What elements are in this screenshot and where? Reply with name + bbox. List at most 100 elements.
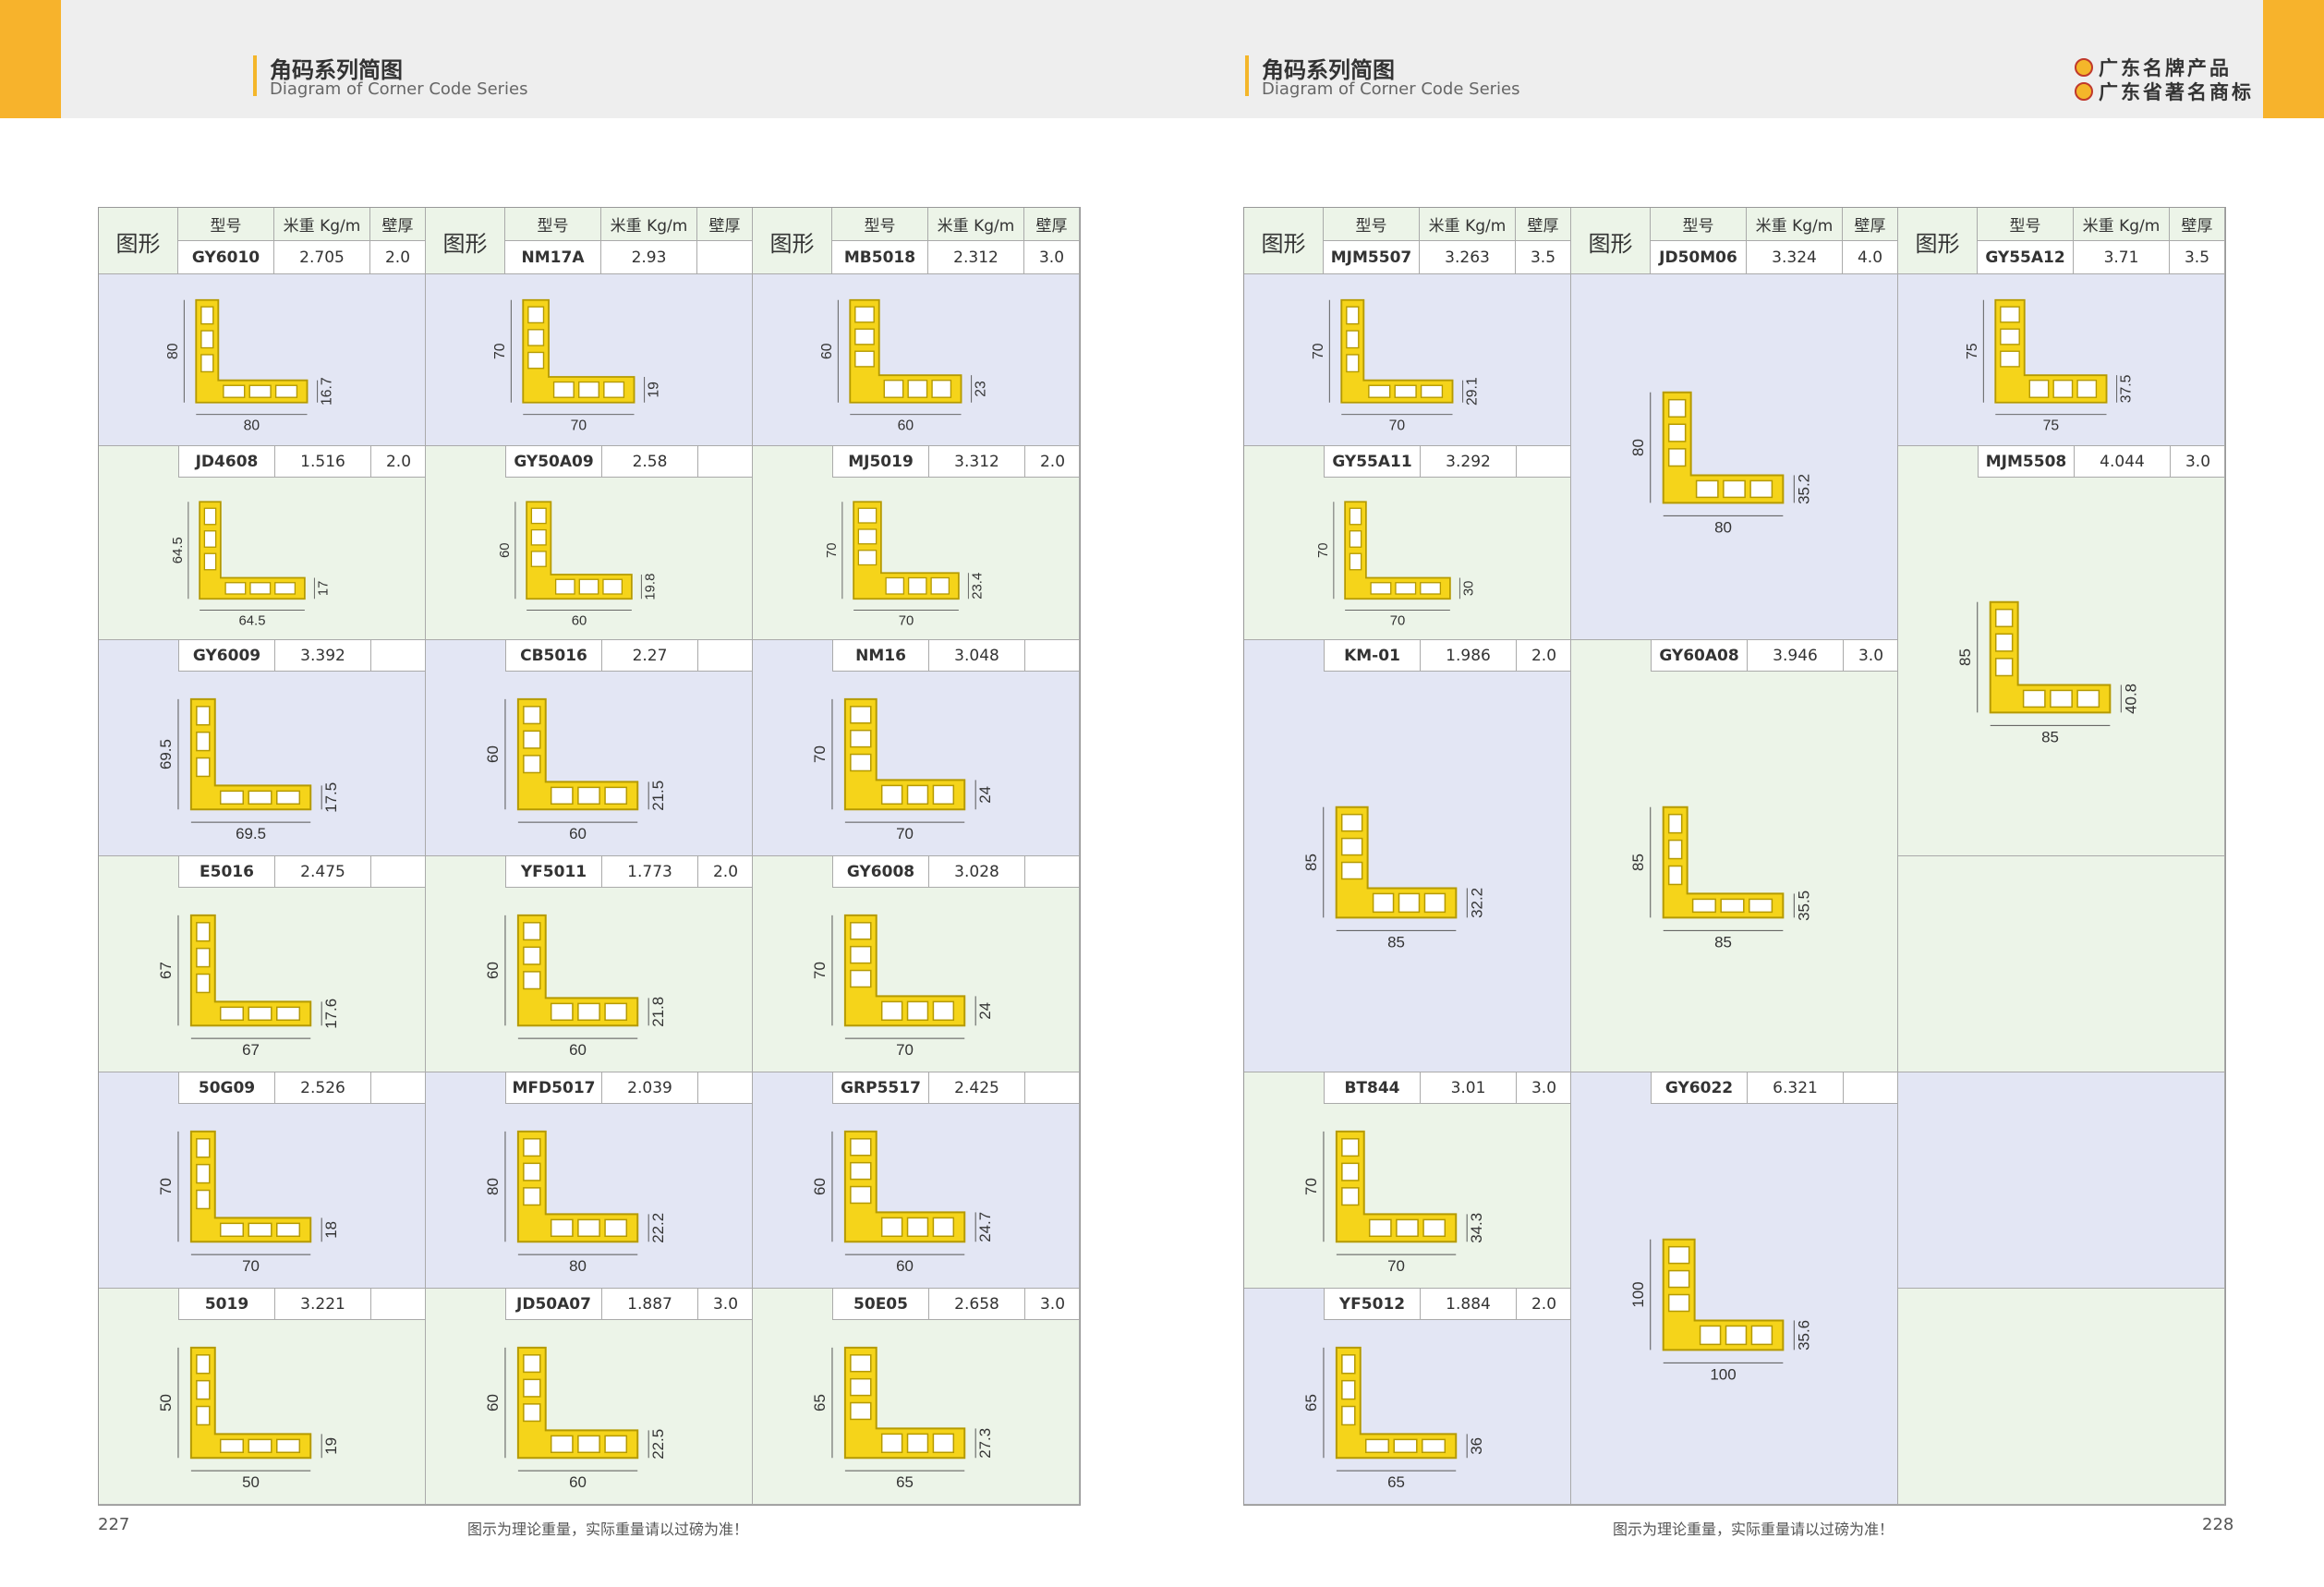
profile-shape bbox=[1994, 298, 2108, 404]
profile-chamber bbox=[530, 507, 547, 525]
thickness-label: 壁厚 bbox=[370, 208, 425, 241]
leg-dim-label: 16.7 bbox=[319, 377, 334, 406]
profile-chamber bbox=[219, 790, 245, 806]
thickness-value bbox=[1025, 640, 1079, 671]
shape-label: 图形 bbox=[99, 208, 178, 273]
profile-cell: MJM5508 4.044 3.0 85 85 40.8 bbox=[1898, 446, 2225, 856]
profile-cell: JD4608 1.516 2.0 64.5 64.5 17 bbox=[99, 446, 426, 640]
profile-chamber bbox=[604, 786, 628, 806]
thickness-value: 4.0 bbox=[1843, 241, 1897, 273]
profile-chamber bbox=[1420, 384, 1444, 398]
profile-chamber bbox=[530, 551, 547, 567]
profile-spec-row: JD50A07 1.887 3.0 bbox=[505, 1289, 752, 1320]
profile-chamber bbox=[2076, 689, 2100, 709]
profile-chamber bbox=[932, 1000, 955, 1022]
leg-dim-label: 24 bbox=[976, 1002, 994, 1020]
profile-chamber bbox=[1749, 898, 1773, 914]
model-value: MJM5508 bbox=[1979, 446, 2075, 477]
leg-dim-label: 24 bbox=[976, 786, 994, 804]
height-dim-label: 60 bbox=[484, 962, 502, 979]
profile-chamber bbox=[523, 1162, 541, 1181]
model-value: NM17A bbox=[505, 241, 601, 273]
weight-value: 3.263 bbox=[1420, 241, 1516, 273]
thickness-value bbox=[371, 640, 425, 671]
leg-dim-label: 24.7 bbox=[976, 1212, 994, 1242]
height-dim-label: 70 bbox=[811, 745, 829, 763]
leg-dim-label: 18 bbox=[322, 1221, 340, 1239]
profile-chamber bbox=[219, 1006, 245, 1022]
width-dim-label: 70 bbox=[571, 418, 587, 433]
profile-cell: MFD5017 2.039 80 80 22.2 bbox=[426, 1072, 753, 1289]
weight-value: 4.044 bbox=[2075, 446, 2171, 477]
profile-chamber bbox=[196, 1405, 211, 1426]
profile-chamber bbox=[1994, 633, 2014, 652]
profile-chamber bbox=[203, 507, 217, 526]
leg-dim-label: 17.6 bbox=[322, 999, 340, 1029]
model-value: MJ5019 bbox=[833, 446, 929, 477]
thickness-value: 2.0 bbox=[1025, 446, 1079, 477]
model-value: JD4608 bbox=[179, 446, 275, 477]
profile-chamber bbox=[2076, 380, 2098, 398]
profile-chamber bbox=[1341, 1379, 1356, 1400]
profile-chamber bbox=[880, 1000, 903, 1022]
profile-diagram: 70 70 34.3 bbox=[1244, 1104, 1570, 1288]
height-dim-label: 70 bbox=[1311, 343, 1326, 359]
profile-shape bbox=[516, 1346, 639, 1460]
width-dim-label: 70 bbox=[899, 613, 914, 628]
profile-chamber bbox=[850, 753, 872, 772]
profile-chamber bbox=[552, 381, 575, 398]
left-profile-table: 图形 型号 米重 Kg/m 壁厚 GY6010 2.705 2.0 图形 型号 米重 Kg/m 壁厚… bbox=[98, 207, 1081, 1506]
profile-chamber bbox=[932, 1433, 955, 1454]
weight-value: 1.986 bbox=[1421, 640, 1517, 671]
height-dim-label: 100 bbox=[1629, 1281, 1647, 1307]
profile-spec-row: JD4608 1.516 2.0 bbox=[178, 446, 425, 478]
profile-spec-row: GY6022 6.321 bbox=[1651, 1072, 1897, 1104]
profile-cell: YF5012 1.884 2.0 65 65 36 bbox=[1244, 1289, 1571, 1505]
profile-chamber bbox=[203, 530, 217, 548]
thickness-value bbox=[697, 241, 752, 273]
thickness-value bbox=[1844, 1072, 1897, 1103]
profile-chamber bbox=[248, 790, 272, 806]
thickness-value: 2.0 bbox=[698, 856, 752, 887]
profile-chamber bbox=[2028, 380, 2050, 398]
profile-chamber bbox=[578, 381, 599, 398]
model-label: 型号 bbox=[1978, 208, 2074, 241]
profile-chamber bbox=[577, 786, 600, 806]
profile-diagram: 60 60 23 bbox=[753, 274, 1079, 445]
model-value: GY6010 bbox=[178, 241, 274, 273]
height-dim-label: 75 bbox=[1965, 343, 1980, 359]
weight-value: 6.321 bbox=[1748, 1072, 1844, 1103]
weight-value: 3.71 bbox=[2074, 241, 2170, 273]
profile-cell: GY50A09 2.58 60 60 19.8 bbox=[426, 446, 753, 640]
weight-label: 米重 Kg/m bbox=[601, 208, 697, 241]
profile-diagram: 70 70 19 bbox=[426, 274, 752, 445]
right-footnote: 图示为理论重量，实际重量请以过磅为准！ bbox=[1613, 1520, 1894, 1538]
profile-cell: GRP5517 2.425 60 60 24.7 bbox=[753, 1072, 1080, 1289]
model-value: JD50M06 bbox=[1651, 241, 1747, 273]
profile-chamber bbox=[906, 1217, 929, 1238]
profile-chamber bbox=[1346, 330, 1360, 349]
profile-chamber bbox=[850, 969, 872, 988]
profile-chamber bbox=[523, 730, 541, 749]
profile-chamber bbox=[1750, 1325, 1773, 1346]
weight-value: 3.221 bbox=[275, 1289, 371, 1319]
profile-cell: MJ5019 3.312 2.0 70 70 23.4 bbox=[753, 446, 1080, 640]
profile-spec-row: E5016 2.475 bbox=[178, 856, 425, 888]
profile-chamber bbox=[857, 550, 878, 566]
weight-value: 3.292 bbox=[1421, 446, 1517, 477]
thickness-value: 2.0 bbox=[370, 241, 425, 273]
profile-chamber bbox=[224, 582, 247, 595]
table-header: 图形 型号 米重 Kg/m 壁厚 JD50M06 3.324 4.0 bbox=[1571, 208, 1898, 274]
profile-chamber bbox=[527, 329, 545, 346]
profile-shape bbox=[1662, 391, 1785, 504]
profile-cell: YF5011 1.773 2.0 60 60 21.8 bbox=[426, 856, 753, 1072]
profile-chamber bbox=[248, 1438, 272, 1454]
profile-diagram: 65 65 36 bbox=[1244, 1320, 1570, 1504]
width-dim-label: 60 bbox=[572, 613, 587, 628]
profile-chamber bbox=[906, 1000, 929, 1022]
thickness-value: 3.0 bbox=[2171, 446, 2224, 477]
leg-dim-label: 17.5 bbox=[322, 782, 340, 813]
profile-chamber bbox=[196, 1354, 211, 1375]
profile-chamber bbox=[1667, 813, 1683, 834]
weight-value: 2.93 bbox=[601, 241, 697, 273]
